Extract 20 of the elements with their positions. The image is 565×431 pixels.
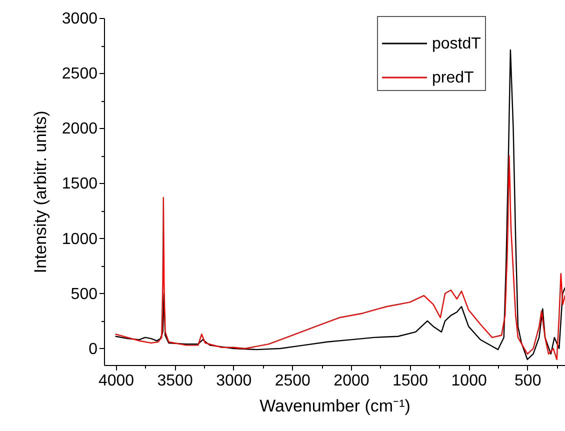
legend-label: postdT bbox=[432, 36, 482, 52]
y-tick-label: 2500 bbox=[62, 66, 98, 83]
x-tick-label: 2000 bbox=[334, 372, 370, 390]
y-tick-label: 500 bbox=[70, 286, 98, 303]
x-tick-label: 1500 bbox=[392, 372, 428, 390]
y-tick-label: 2000 bbox=[62, 120, 98, 138]
legend-label: predT bbox=[432, 70, 474, 86]
x-axis-title: Wavenumber (cm⁻¹) bbox=[260, 396, 410, 416]
x-tick-label: 1000 bbox=[451, 372, 487, 390]
y-tick-label: 1500 bbox=[62, 176, 98, 193]
x-tick-label: 500 bbox=[514, 372, 542, 390]
y-tick-label: 0 bbox=[88, 340, 98, 358]
line-series bbox=[115, 155, 565, 360]
y-axis-title: Intensity (arbitr. units) bbox=[30, 110, 50, 274]
x-tick-label: 4000 bbox=[98, 372, 134, 390]
y-tick-label: 3000 bbox=[62, 10, 98, 28]
y-tick-label: 1000 bbox=[62, 230, 98, 248]
x-tick-label: 3500 bbox=[157, 372, 193, 390]
x-tick-label: 3000 bbox=[216, 372, 252, 390]
x-tick-label: 2500 bbox=[274, 372, 311, 390]
